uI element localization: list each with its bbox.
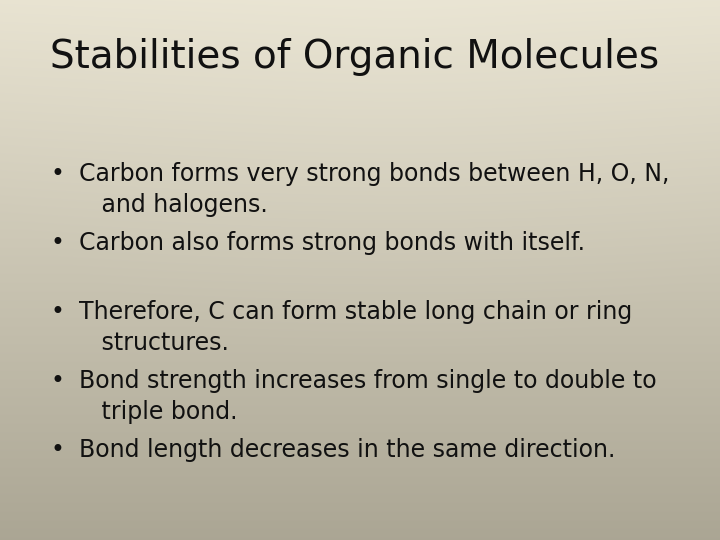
Text: Therefore, C can form stable long chain or ring
   structures.: Therefore, C can form stable long chain …: [79, 300, 632, 355]
Text: Bond strength increases from single to double to
   triple bond.: Bond strength increases from single to d…: [79, 369, 657, 424]
Text: Stabilities of Organic Molecules: Stabilities of Organic Molecules: [50, 38, 660, 76]
Text: •: •: [50, 162, 64, 186]
Text: Carbon also forms strong bonds with itself.: Carbon also forms strong bonds with itse…: [79, 231, 585, 255]
Text: Carbon forms very strong bonds between H, O, N,
   and halogens.: Carbon forms very strong bonds between H…: [79, 162, 670, 217]
Text: •: •: [50, 300, 64, 324]
Text: •: •: [50, 438, 64, 462]
Text: •: •: [50, 231, 64, 255]
Text: Bond length decreases in the same direction.: Bond length decreases in the same direct…: [79, 438, 616, 462]
Text: •: •: [50, 369, 64, 393]
